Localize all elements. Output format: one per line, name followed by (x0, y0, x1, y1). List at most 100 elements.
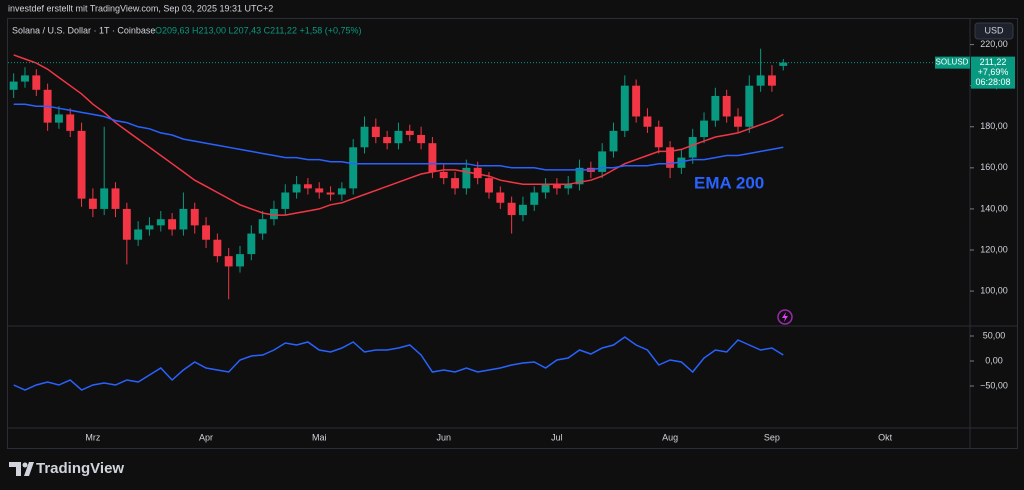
ohlc: O209,63 H213,00 L207,43 C211,22 +1,58 (+… (155, 25, 362, 35)
annotation: EMA 200 (694, 173, 764, 192)
candle-body (54, 114, 63, 123)
candle-body (258, 219, 267, 234)
candle-body (9, 81, 18, 90)
logo (9, 462, 34, 476)
candle-body (111, 188, 120, 209)
candle-body (530, 192, 539, 205)
logo-dot (22, 462, 28, 468)
candle-body (722, 95, 731, 117)
price-tag (971, 56, 1015, 89)
candle-body (88, 198, 97, 209)
event-icon[interactable] (777, 309, 793, 325)
logo-text: TradingView (36, 460, 124, 477)
oscillator-line (13, 336, 784, 391)
candle-body (541, 184, 550, 193)
candle-body (168, 219, 177, 230)
candle-body (688, 137, 697, 158)
price-tag-countdown: 06:28:08 (975, 77, 1010, 87)
candle-body (21, 75, 29, 82)
candle-body (451, 178, 460, 189)
candle-body (349, 147, 358, 189)
x-tick-label: Jul (551, 432, 563, 442)
candle-body (473, 167, 482, 179)
candle-body (677, 157, 686, 168)
candle-body (417, 134, 426, 144)
y-tick-label: 140,00 (980, 203, 1008, 213)
y-tick-label: 160,00 (980, 162, 1008, 172)
candle-body (654, 126, 663, 148)
candle-body (745, 85, 754, 127)
candle-body (575, 167, 584, 185)
candle-body (360, 126, 369, 148)
candle-body (292, 184, 301, 193)
candle-body (462, 167, 471, 189)
candle-body (711, 95, 720, 121)
candle-body (315, 188, 324, 193)
candle-body (156, 219, 165, 226)
logo-mark (9, 462, 21, 476)
candle-body (66, 114, 75, 131)
x-tick-label: Aug (662, 432, 678, 442)
candle-body (439, 171, 448, 179)
candle-body (756, 75, 765, 86)
candle-body (247, 233, 256, 255)
symbol-tag-text: SOLUSD (936, 58, 969, 67)
candle-body (643, 116, 652, 127)
candle-body (100, 188, 109, 209)
ema-line (13, 54, 784, 216)
candle-body (32, 75, 41, 90)
candle-body (405, 130, 414, 135)
candle-body (700, 120, 708, 138)
logo-slash (24, 462, 34, 476)
x-tick-label: Jun (436, 432, 451, 442)
candle-body (552, 184, 561, 189)
candle-body (394, 130, 403, 144)
y-tick-label: −50,00 (980, 380, 1008, 390)
candle-body (734, 116, 742, 127)
candle-body (564, 184, 573, 189)
attribution: investdef erstellt mit TradingView.com, … (8, 3, 273, 13)
y-tick-label: 120,00 (980, 244, 1008, 254)
candle-body (202, 225, 211, 240)
candle-body (281, 192, 290, 209)
candle-body (337, 188, 346, 195)
candle-body (383, 137, 392, 144)
x-tick-label: Sep (764, 432, 780, 442)
candle-body (620, 85, 629, 131)
symbol-tag (935, 56, 970, 69)
price-tag-change: +7,69% (978, 67, 1009, 77)
x-tick-label: Okt (878, 432, 893, 442)
candle-body (134, 229, 143, 240)
candle-body (767, 75, 776, 86)
candle-body (485, 178, 493, 193)
y-tick-label: 100,00 (980, 285, 1008, 295)
candle-body (326, 192, 335, 195)
candle-body (598, 151, 607, 172)
chart-frame (7, 18, 1018, 449)
x-tick-label: Mai (312, 432, 327, 442)
candle-body (145, 225, 154, 230)
price-tag-price: 211,22 (980, 57, 1007, 67)
candle-body (609, 130, 618, 152)
ema-line (13, 103, 784, 171)
candle-body (518, 204, 527, 216)
currency-button[interactable] (974, 22, 1014, 40)
candle-body (496, 192, 505, 203)
y-tick-label: 0,00 (985, 355, 1003, 365)
currency[interactable]: USD (984, 25, 1004, 35)
x-tick-label: Apr (199, 432, 213, 442)
candle-body (122, 208, 131, 240)
candle-body (236, 254, 244, 267)
y-tick-label: 180,00 (980, 121, 1008, 131)
candle-body (779, 62, 788, 66)
y-tick-label: 220,00 (980, 39, 1008, 49)
symbol: Solana / U.S. Dollar · 1T · Coinbase (12, 25, 155, 35)
candle-body (507, 202, 516, 216)
candle-body (371, 126, 380, 138)
candle-body (303, 184, 312, 189)
y-tick-label: 50,00 (983, 330, 1006, 340)
candle-body (213, 239, 222, 257)
candle-body (77, 130, 86, 199)
event-bolt (782, 312, 788, 322)
